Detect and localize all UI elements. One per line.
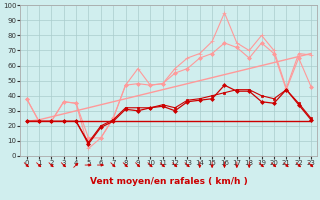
X-axis label: Vent moyen/en rafales ( km/h ): Vent moyen/en rafales ( km/h ) xyxy=(90,177,248,186)
